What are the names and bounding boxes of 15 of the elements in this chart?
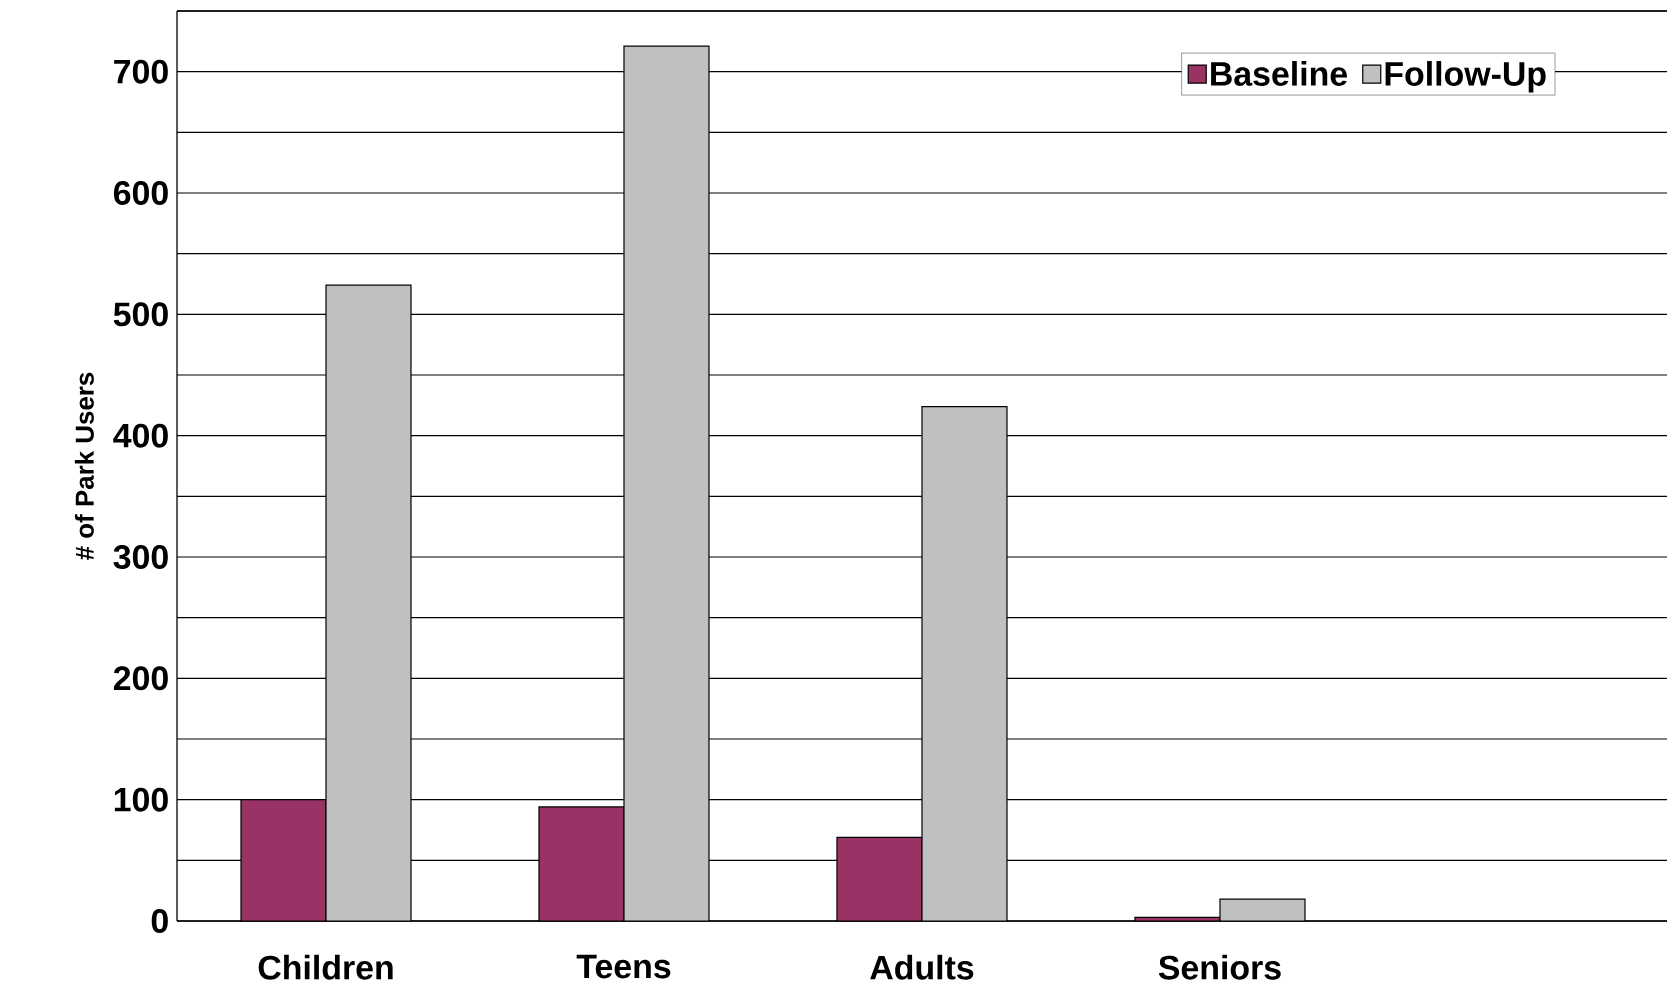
y-tick-label: 300 — [113, 544, 168, 569]
y-axis-title: # of Park Users — [74, 372, 94, 560]
y-tick-label: 400 — [113, 423, 168, 448]
y-tick-label: 600 — [113, 180, 168, 205]
legend-label: Baseline — [1211, 61, 1348, 86]
y-tick-label: 500 — [113, 302, 168, 327]
x-tick-label: Adults — [870, 954, 974, 980]
legend-label: Follow-Up — [1385, 61, 1546, 93]
y-tick-label: 200 — [113, 666, 168, 691]
x-tick-label: Children — [258, 954, 393, 980]
x-tick-label: Seniors — [1158, 954, 1281, 980]
y-tick-label: 0 — [151, 909, 168, 933]
y-tick-label: 100 — [114, 787, 168, 812]
x-tick-label: Teens — [576, 954, 671, 979]
y-tick-label: 700 — [114, 59, 168, 84]
